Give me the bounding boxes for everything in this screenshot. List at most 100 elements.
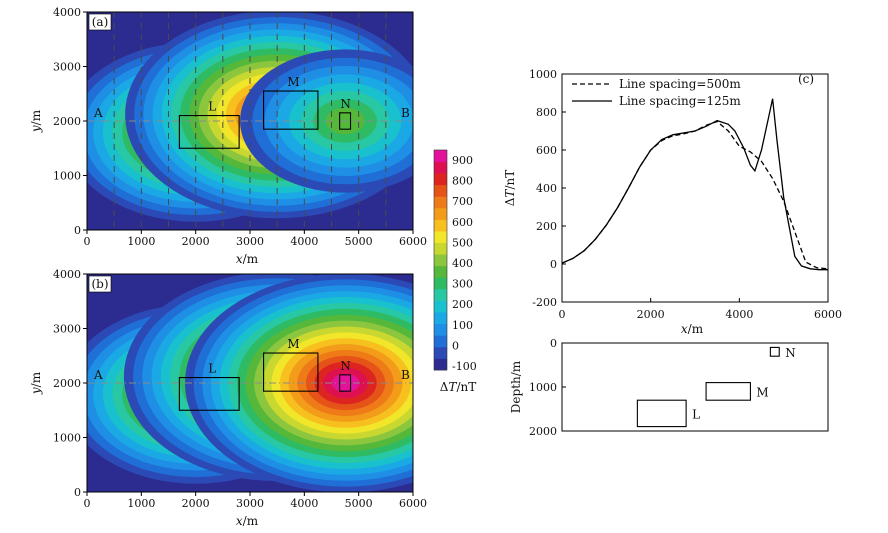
depth-body-M [705, 382, 751, 401]
panel-b-tag: (b) [91, 277, 108, 291]
colorbar-swatch-1 [434, 346, 447, 359]
panel-a-xtick-label-6: 6000 [399, 235, 427, 248]
panel-b-tag-box [88, 275, 112, 293]
panel-c-xtick-label-1: 2000 [637, 308, 665, 321]
panel-c-xtick-label-3: 6000 [814, 308, 842, 321]
panel-b-axes: 0 1000 2000 3000 4000 5000 6000 0 1000 2000 3000 40… [53, 268, 427, 510]
panel-c-xlabel: x/m [681, 322, 704, 336]
panel-b-ytick-label-1: 1000 [53, 432, 81, 445]
depth-ytick-label-2: 2000 [529, 425, 557, 438]
depth-ytick-label-1: 1000 [529, 381, 557, 394]
colorbar-tick-label-5: 400 [452, 257, 473, 270]
colorbar-swatch-0 [434, 358, 447, 371]
panel-a-xlabel: x/m [236, 252, 259, 266]
panel-b-body-label-M: M [287, 337, 299, 351]
panel-a-xtick-label-1: 1000 [127, 235, 155, 248]
depth-bodies: N M L [636, 346, 796, 428]
colorbar-swatch-16 [434, 173, 447, 186]
colorbar-tick-label-6: 300 [452, 278, 473, 291]
panel-b-xlabel: x/m [236, 514, 259, 528]
panel-a-contour-field [87, 12, 413, 222]
colorbar-swatch-11 [434, 231, 447, 244]
colorbar-swatch-6 [434, 288, 447, 301]
panel-a-survey-lines [113, 12, 387, 230]
colorbar-tick-label-0: 900 [452, 154, 473, 167]
panel-a-tag-box [88, 13, 112, 31]
panel-c-tag: (c) [798, 72, 814, 86]
colorbar-tick-label-2: 700 [452, 195, 473, 208]
panel-c-xtick-label-2: 4000 [725, 308, 753, 321]
panel-b-contour-field [87, 274, 413, 492]
panel-a-profile-end-label: B [401, 106, 410, 120]
colorbar-swatch-12 [434, 219, 447, 232]
panel-a-xtick-label-5: 5000 [345, 235, 373, 248]
panel-a-profile-start-label: A [93, 106, 103, 120]
panel-a-ytick-label-0: 0 [74, 224, 81, 237]
depth-body-label-N: N [785, 346, 796, 360]
panel-a-xtick-label-2: 2000 [182, 235, 210, 248]
panel-b-body-L [178, 376, 240, 411]
panel-b-xtick-label-3: 3000 [236, 497, 264, 510]
colorbar-tick-label-7: 200 [452, 298, 473, 311]
panel-a-ytick-label-3: 3000 [53, 61, 81, 74]
colorbar: 900 800 700 600 500 400 300 200 100 0 -100 [433, 149, 477, 373]
panel-c-ytick-label-4: 600 [536, 144, 557, 157]
panel-b-xtick-label-5: 5000 [345, 497, 373, 510]
colorbar-swatch-2 [434, 335, 447, 348]
colorbar-swatch-5 [434, 300, 447, 313]
colorbar-tick-label-4: 500 [452, 236, 473, 249]
panel-c-ytick-label-0: -200 [532, 296, 557, 309]
colorbar-swatch-17 [434, 161, 447, 174]
colorbar-tick-label-10: -100 [452, 360, 477, 373]
colorbar-swatch-3 [434, 323, 447, 336]
depth-section: 0 1000 2000 N M L Depth/m [509, 337, 829, 438]
panel-b-body-label-N: N [340, 359, 351, 373]
panel-b-profile-start-label: A [93, 368, 103, 382]
panel-a-ylabel: y/m [29, 109, 43, 133]
panel-a-ytick-label-1: 1000 [53, 170, 81, 183]
panel-a-body-label-M: M [287, 75, 299, 89]
colorbar-tick-label-3: 600 [452, 216, 473, 229]
panel-a-body-label-N: N [340, 97, 351, 111]
legend-label-125: Line spacing=125m [619, 94, 741, 108]
depth-axes: 0 1000 2000 [529, 337, 566, 438]
panel-b-xtick-label-1: 1000 [127, 497, 155, 510]
colorbar-swatch-4 [434, 312, 447, 325]
panel-c-series-line-0 [561, 120, 829, 270]
panel-b-bodies: L M N [178, 337, 352, 411]
panel-a-xtick-label-3: 3000 [236, 235, 264, 248]
panel-a-body-label-L: L [208, 100, 216, 114]
panel-c-series [561, 98, 829, 271]
panel-b-body-M [263, 352, 319, 392]
panel-b-xtick-label-4: 4000 [290, 497, 318, 510]
panel-b-xtick-label-2: 2000 [182, 497, 210, 510]
colorbar-tick-label-9: 0 [452, 339, 459, 352]
panel-a-body-M [263, 90, 319, 130]
panel-b-ytick-label-4: 4000 [53, 268, 81, 281]
panel-a-body-N [339, 112, 352, 130]
panel-a-axes: 0 1000 2000 3000 4000 5000 6000 0 1000 2000 3000 40… [53, 6, 427, 248]
panel-b-xtick-label-0: 0 [84, 497, 91, 510]
panel-c-ytick-label-1: 0 [550, 258, 557, 271]
panel-c-ytick-label-2: 200 [536, 220, 557, 233]
colorbar-swatch-18 [434, 150, 447, 162]
colorbar-swatch-13 [434, 207, 447, 220]
panel-a-body-L [178, 115, 240, 149]
panel-c-ytick-label-3: 400 [536, 182, 557, 195]
depth-ytick-label-0: 0 [550, 337, 557, 350]
panel-a-xtick-label-0: 0 [84, 235, 91, 248]
depth-body-label-M: M [756, 385, 768, 399]
depth-body-label-L: L [692, 407, 700, 421]
panel-b-xtick-label-6: 6000 [399, 497, 427, 510]
panel-c-ytick-label-6: 1000 [529, 68, 557, 81]
panel-b-ytick-label-0: 0 [74, 486, 81, 499]
colorbar-swatch-8 [434, 265, 447, 278]
colorbar-swatch-7 [434, 277, 447, 290]
colorbar-frame [433, 149, 448, 371]
panel-b-profile-end-label: B [401, 368, 410, 382]
colorbar-swatch-14 [434, 196, 447, 209]
